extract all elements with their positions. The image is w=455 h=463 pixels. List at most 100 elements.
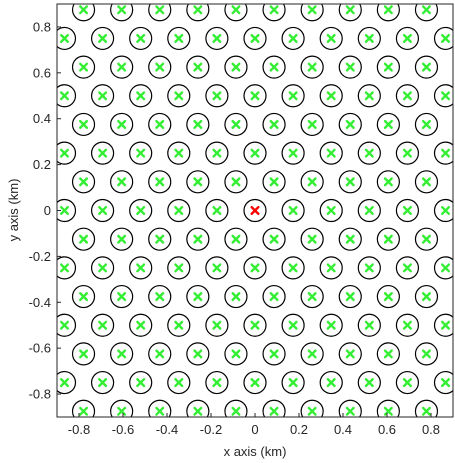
coverage-circle: [57, 84, 77, 108]
ue-marker: [79, 349, 89, 359]
coverage-circle: [148, 55, 172, 79]
coverage-circle: [110, 4, 134, 22]
ue-marker: [364, 91, 374, 101]
ue-marker: [366, 437, 373, 444]
ue-marker: [117, 349, 127, 359]
ue-marker: [326, 263, 336, 273]
ue-marker: [59, 378, 69, 388]
coverage-circle: [71, 227, 96, 251]
coverage-circle: [243, 313, 267, 337]
coverage-circle: [57, 238, 58, 240]
coverage-circle: [357, 141, 381, 165]
ue-marker: [175, 437, 182, 444]
ue-marker: [231, 292, 241, 302]
ue-marker: [193, 406, 203, 416]
ue-marker: [345, 292, 355, 302]
ue-marker: [250, 148, 260, 158]
coverage-circle: [57, 8, 58, 11]
coverage-circle: [243, 198, 267, 223]
ue-marker: [364, 263, 374, 273]
ue-marker: [383, 349, 393, 359]
ue-marker: [442, 437, 449, 444]
ue-marker: [61, 437, 68, 444]
ue-marker: [117, 119, 127, 129]
coverage-circle: [167, 313, 191, 337]
coverage-circle: [300, 112, 324, 137]
coverage-circle: [148, 4, 172, 22]
coverage-circle: [90, 141, 115, 165]
coverage-circle: [357, 84, 381, 108]
ue-marker: [402, 320, 412, 330]
ue-marker: [193, 292, 203, 302]
ue-marker: [59, 33, 69, 43]
coverage-circle: [205, 313, 229, 337]
ue-marker: [402, 91, 412, 101]
ue-marker: [326, 91, 336, 101]
coverage-circle: [376, 55, 400, 79]
y-tick-label: -0.4: [29, 295, 51, 310]
ue-marker: [136, 263, 146, 273]
coverage-circle: [376, 4, 400, 22]
ue-marker: [383, 234, 393, 244]
coverage-circle: [71, 342, 96, 366]
ue-marker: [402, 148, 412, 158]
coverage-circle: [186, 55, 210, 79]
ue-marker: [174, 205, 184, 216]
ue-marker: [383, 62, 393, 72]
ue-marker: [155, 349, 165, 359]
coverage-circle: [414, 4, 439, 22]
ue-marker: [269, 349, 279, 359]
y-tick-label: 0.2: [33, 157, 51, 172]
ue-marker: [421, 349, 431, 359]
coverage-circle: [376, 284, 400, 309]
coverage-circle: [300, 284, 324, 309]
coverage-circle: [129, 198, 153, 223]
center-marker: [250, 205, 260, 216]
ue-marker: [231, 62, 241, 72]
ue-marker: [193, 234, 203, 244]
coverage-circle: [129, 313, 153, 337]
coverage-circle: [205, 141, 229, 165]
coverage-circle: [186, 342, 210, 366]
coverage-circle: [243, 26, 267, 51]
coverage-circle: [110, 342, 134, 366]
coverage-circle: [57, 198, 77, 223]
coverage-circle: [414, 170, 439, 194]
coverage-circle: [71, 4, 96, 22]
coverage-circle: [433, 256, 453, 280]
ue-marker: [42, 236, 49, 243]
ue-marker: [212, 91, 222, 101]
ue-marker: [269, 5, 279, 15]
ue-marker: [155, 5, 165, 15]
coverage-circle: [338, 55, 362, 79]
ue-marker: [174, 33, 184, 43]
x-tick-label: -0.6: [112, 422, 134, 437]
coverage-circle: [376, 342, 400, 366]
ue-marker: [288, 91, 298, 101]
ue-marker: [421, 234, 431, 244]
ue-marker: [193, 5, 203, 15]
ue-marker: [98, 205, 108, 216]
coverage-circle: [186, 399, 210, 417]
coverage-circle: [90, 256, 115, 280]
coverage-circle: [414, 112, 439, 137]
coverage-circle: [167, 198, 191, 223]
coverage-circle: [205, 26, 229, 51]
ue-marker: [231, 349, 241, 359]
coverage-circle: [186, 227, 210, 251]
coverage-circle: [224, 342, 248, 366]
ue-marker: [441, 263, 451, 273]
ue-marker: [364, 148, 374, 158]
coverage-circle: [338, 342, 362, 366]
ue-marker: [117, 292, 127, 302]
ue-marker: [402, 205, 412, 216]
ue-marker: [328, 437, 335, 444]
coverage-circle: [57, 256, 77, 280]
ue-marker: [42, 408, 49, 415]
coverage-circle: [243, 370, 267, 395]
coverage-circle: [300, 227, 324, 251]
coverage-circle: [395, 84, 420, 108]
coverage-circle: [319, 198, 343, 223]
coverage-circle: [395, 313, 420, 337]
